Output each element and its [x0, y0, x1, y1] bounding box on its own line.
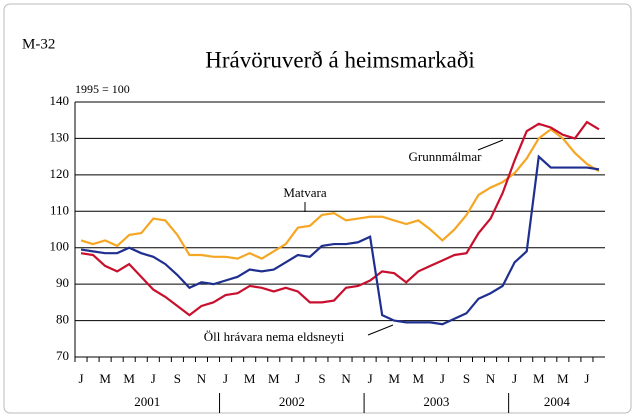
chart-title: Hrávöruverð á heimsmarkaði: [205, 47, 475, 72]
y-tick-label: 110: [50, 202, 69, 217]
y-tick-label: 70: [56, 348, 69, 363]
x-tick-label: N: [486, 371, 496, 386]
x-tick-label: M: [533, 371, 545, 386]
y-tick-label: 120: [50, 166, 70, 181]
x-tick-label: J: [368, 371, 373, 386]
y-tick-label: 130: [50, 129, 70, 144]
year-label: 2001: [134, 394, 160, 409]
chart-label: M-32: [22, 36, 55, 52]
legend-label: Grunnmálmar: [409, 149, 483, 164]
legend-label: Öll hrávara nema eldsneyti: [204, 329, 345, 344]
chart-subtitle: 1995 = 100: [75, 82, 130, 96]
legend-label: Matvara: [283, 185, 327, 200]
x-tick-label: M: [557, 371, 569, 386]
x-tick-label: N: [197, 371, 207, 386]
frame: [3, 3, 632, 414]
x-tick-label: J: [295, 371, 300, 386]
x-tick-label: J: [584, 371, 589, 386]
series-line: [80, 127, 600, 260]
x-tick-label: S: [463, 371, 470, 386]
arrow: [367, 324, 394, 336]
year-label: 2003: [423, 394, 449, 409]
year-label: 2002: [279, 394, 305, 409]
x-tick-label: M: [268, 371, 280, 386]
x-tick-label: M: [244, 371, 256, 386]
y-tick-label: 100: [50, 239, 70, 254]
x-tick-label: J: [223, 371, 228, 386]
y-tick-label: 140: [50, 93, 70, 108]
x-tick-label: J: [78, 371, 83, 386]
series-line: [80, 120, 600, 317]
x-tick-label: S: [174, 371, 181, 386]
y-tick-label: 80: [56, 312, 69, 327]
series-line: [80, 154, 600, 326]
x-tick-label: M: [123, 371, 135, 386]
x-tick-label: J: [151, 371, 156, 386]
x-tick-label: J: [440, 371, 445, 386]
x-tick-label: J: [512, 371, 517, 386]
arrow: [477, 139, 504, 151]
y-tick-label: 90: [56, 275, 69, 290]
x-tick-label: S: [318, 371, 325, 386]
x-tick-label: M: [388, 371, 400, 386]
year-label: 2004: [544, 394, 571, 409]
x-tick-label: M: [99, 371, 111, 386]
x-tick-label: M: [413, 371, 425, 386]
x-tick-label: N: [341, 371, 351, 386]
